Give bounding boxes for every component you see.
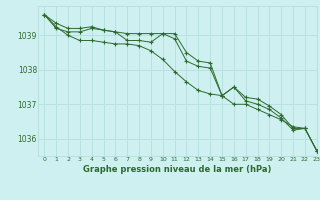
X-axis label: Graphe pression niveau de la mer (hPa): Graphe pression niveau de la mer (hPa) [84,165,272,174]
